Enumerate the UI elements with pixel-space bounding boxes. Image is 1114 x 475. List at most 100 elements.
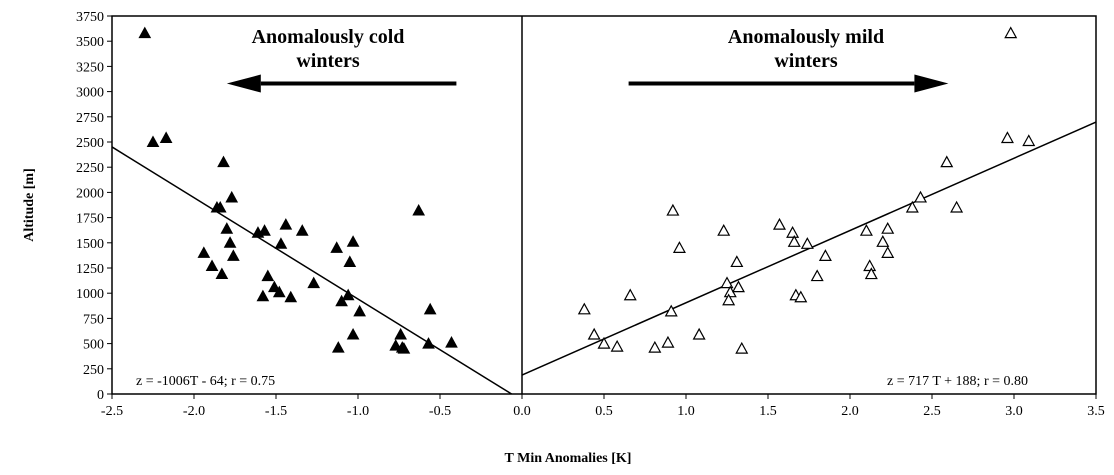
cold-data-point	[159, 131, 173, 143]
y-tick-label: 2250	[76, 161, 104, 176]
cold-data-point	[279, 218, 293, 230]
cold-data-point	[261, 269, 275, 282]
cold-data-point	[227, 249, 240, 261]
mild-data-point	[610, 339, 624, 352]
mild-data-point	[863, 259, 877, 272]
cold-data-point	[330, 241, 344, 253]
mild-data-point	[950, 200, 964, 213]
mild-data-point	[672, 241, 686, 253]
cold-data-point	[258, 224, 271, 236]
x-axis-title: T Min Anomalies [K]	[505, 451, 632, 466]
cold-winters-title-line1: Anomalously cold	[252, 26, 405, 48]
x-tick-label: 2.0	[841, 404, 859, 419]
cold-data-point	[423, 302, 437, 315]
mild-data-point	[818, 249, 832, 262]
cold-data-point	[295, 224, 309, 236]
cold-data-point	[397, 342, 411, 354]
y-tick-label: 3250	[76, 60, 104, 75]
y-tick-label: 3750	[76, 10, 104, 25]
cold-data-point	[256, 289, 270, 302]
mild-data-point	[577, 302, 591, 315]
mild-data-point	[859, 223, 873, 236]
y-tick-label: 1750	[76, 212, 104, 227]
y-tick-label: 2500	[76, 136, 104, 151]
y-tick-label: 3500	[76, 35, 104, 50]
arrow-head	[226, 74, 261, 93]
mild-data-point	[597, 336, 611, 349]
mild-data-point	[735, 341, 749, 354]
cold-data-point	[343, 255, 357, 267]
mild-data-point	[648, 340, 662, 353]
cold-data-point	[205, 259, 219, 271]
cold-data-point	[346, 327, 360, 340]
cold-data-point	[422, 337, 435, 349]
mild-data-point	[1004, 26, 1018, 39]
x-tick-label: -0.5	[429, 404, 451, 419]
mild-data-point	[864, 267, 878, 280]
x-tick-label: 3.0	[1005, 404, 1023, 419]
y-axis-title: Altitude [m]	[22, 168, 37, 242]
cold-data-point	[272, 285, 286, 298]
y-axis-ticks: 0 250 500 750 1000 1250 1500 1750 2000 2250 2500 27…	[76, 10, 112, 403]
cold-data-point	[284, 290, 298, 303]
cold-data-point	[225, 190, 239, 203]
cold-data-point	[412, 204, 426, 216]
mild-winters-title-line2: winters	[774, 50, 838, 72]
mild-data-point	[800, 237, 814, 249]
x-axis-ticks: -2.5 -2.0 -1.5 -1.0 -0.5 0.0 0.5 1.0 1.5 2.0 2.5 3.…	[101, 394, 1105, 419]
mild-data-point	[623, 288, 637, 301]
cold-data-point	[394, 327, 407, 340]
mild-data-point	[810, 269, 824, 282]
y-tick-label: 1250	[76, 262, 104, 277]
mild-data-point	[1000, 131, 1014, 144]
mild-data-point	[876, 235, 890, 247]
cold-regression-equation: z = -1006T - 64; r = 0.75	[136, 374, 275, 389]
mild-data-point	[1022, 134, 1036, 147]
y-tick-label: 2750	[76, 111, 104, 126]
y-tick-label: 2000	[76, 186, 104, 201]
y-tick-label: 500	[83, 338, 104, 353]
mild-regression-equation: z = 717 T + 188; r = 0.80	[887, 374, 1028, 389]
mild-data-point	[666, 203, 680, 216]
cold-winters-title-line2: winters	[296, 50, 360, 72]
cold-data-point	[146, 135, 160, 147]
mild-data-point	[720, 276, 734, 289]
cold-data-point	[217, 155, 230, 168]
x-tick-label: 0.0	[513, 404, 531, 419]
x-tick-label: -2.0	[183, 404, 205, 419]
mild-data-point	[661, 335, 675, 348]
y-tick-label: 3000	[76, 86, 104, 101]
cold-data-point	[445, 336, 458, 348]
mild-data-point	[881, 221, 895, 234]
cold-data-point	[213, 200, 227, 213]
plot-content	[111, 26, 1097, 395]
x-tick-label: 3.5	[1087, 404, 1105, 419]
cold-data-point	[335, 294, 348, 307]
mild-data-point	[794, 290, 808, 303]
mild-data-point	[905, 200, 919, 213]
cold-data-point	[307, 276, 321, 289]
y-tick-label: 1500	[76, 237, 104, 252]
y-tick-label: 250	[83, 363, 104, 378]
cold-data-point	[268, 280, 281, 293]
cold-data-point	[197, 246, 211, 258]
mild-data-point	[717, 223, 731, 236]
mild-data-point	[940, 155, 954, 168]
regression-line	[111, 146, 512, 395]
cold-data-point	[220, 222, 234, 234]
mild-data-point	[787, 235, 801, 247]
x-tick-label: -1.5	[265, 404, 287, 419]
mild-data-point	[664, 304, 678, 317]
mild-data-point	[772, 217, 786, 230]
cold-data-point	[223, 236, 237, 248]
x-tick-label: 1.0	[677, 404, 695, 419]
mild-winters-title-line1: Anomalously mild	[728, 26, 884, 48]
mild-data-point	[722, 293, 736, 306]
y-tick-label: 750	[83, 312, 104, 327]
cold-data-point	[346, 235, 360, 247]
cold-data-point	[331, 341, 345, 353]
mild-data-point	[786, 225, 800, 238]
x-tick-label: 1.5	[759, 404, 777, 419]
mild-data-point	[730, 255, 744, 268]
y-tick-label: 1000	[76, 287, 104, 302]
